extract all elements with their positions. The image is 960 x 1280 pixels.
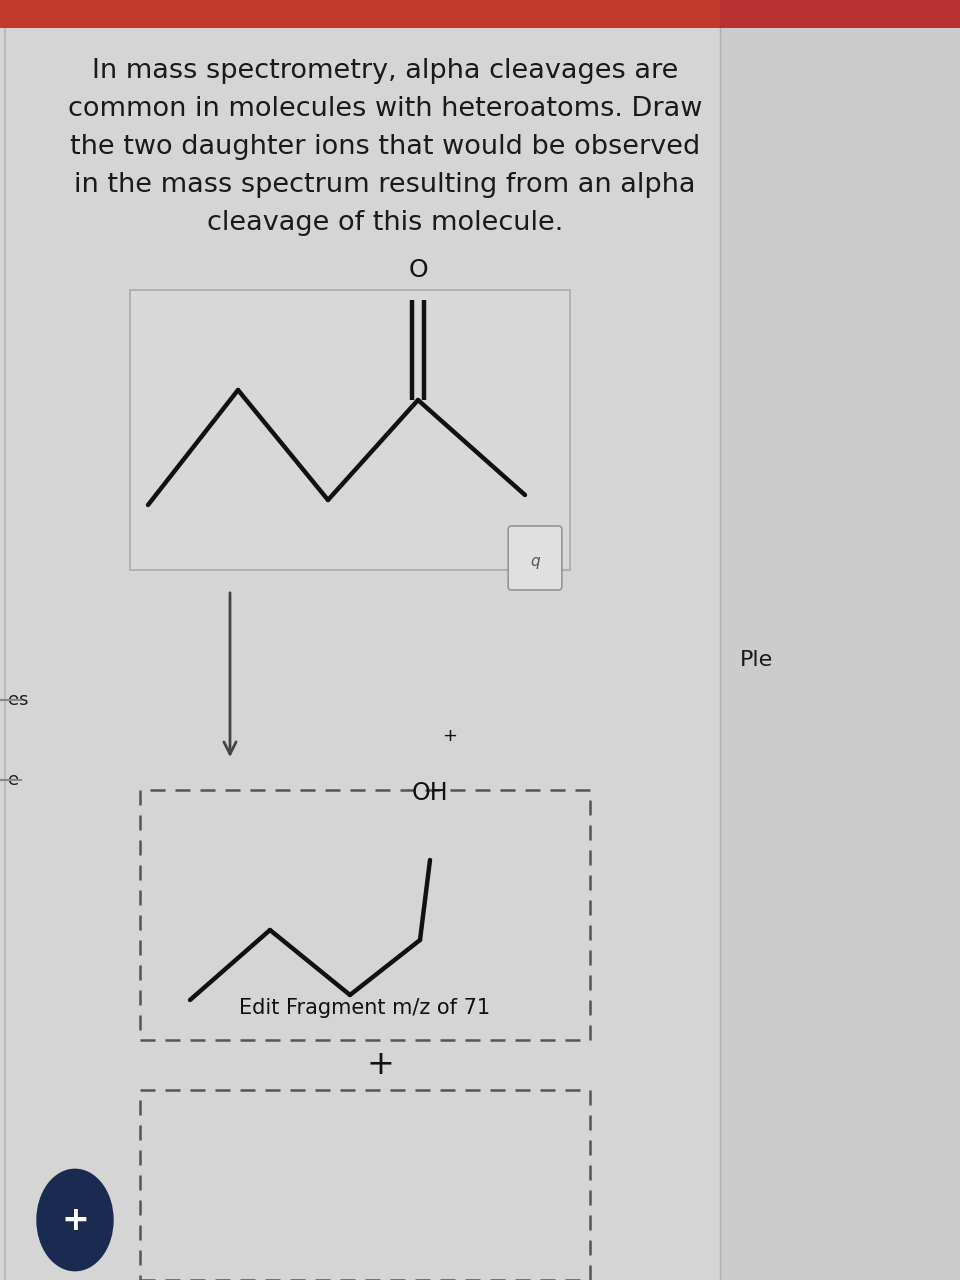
Text: e: e — [8, 771, 19, 788]
Text: the two daughter ions that would be observed: the two daughter ions that would be obse… — [70, 134, 700, 160]
Bar — [720, 0, 960, 28]
Text: In mass spectrometry, alpha cleavages are: In mass spectrometry, alpha cleavages ar… — [92, 58, 678, 84]
Circle shape — [37, 1170, 113, 1271]
Text: Edit Fragment m/z of 71: Edit Fragment m/z of 71 — [239, 998, 491, 1018]
Text: +: + — [61, 1203, 89, 1236]
FancyBboxPatch shape — [508, 526, 562, 590]
Bar — [0, 0, 720, 28]
Text: +: + — [442, 727, 457, 745]
Text: Ple: Ple — [740, 650, 773, 669]
Text: cleavage of this molecule.: cleavage of this molecule. — [206, 210, 564, 236]
Text: O: O — [408, 259, 428, 282]
Text: es: es — [8, 691, 29, 709]
Bar — [720, 0, 960, 1280]
Text: OH: OH — [412, 781, 448, 805]
Text: +: + — [366, 1048, 394, 1082]
Text: q: q — [530, 554, 540, 570]
FancyBboxPatch shape — [140, 1091, 590, 1280]
Text: common in molecules with heteroatoms. Draw: common in molecules with heteroatoms. Dr… — [68, 96, 702, 122]
Text: in the mass spectrum resulting from an alpha: in the mass spectrum resulting from an a… — [74, 172, 696, 198]
FancyBboxPatch shape — [140, 790, 590, 1039]
FancyBboxPatch shape — [130, 291, 570, 570]
